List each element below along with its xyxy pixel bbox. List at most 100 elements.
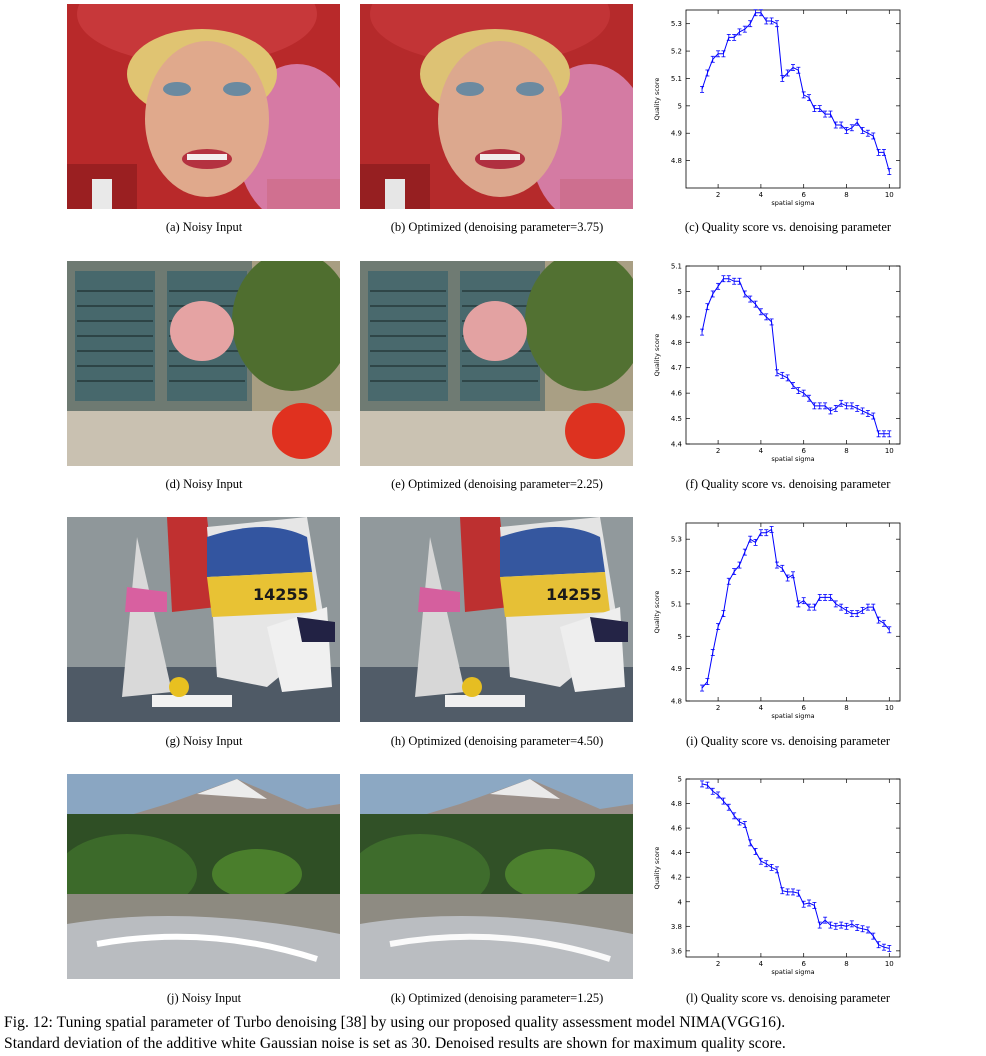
data-point [871,132,876,140]
data-point [887,945,892,952]
x-tick-label: 10 [885,960,894,968]
data-point [764,860,769,868]
data-point [753,9,758,17]
data-point [796,889,801,897]
data-point [871,412,876,420]
y-tick-label: 4.7 [671,364,682,372]
data-point [817,594,822,601]
data-point [753,300,758,308]
data-point [812,603,817,611]
data-point [881,943,886,951]
data-point [855,610,860,618]
y-tick-label: 4.8 [671,698,682,706]
series-line [701,278,890,435]
data-point [791,64,795,71]
chart-svg: 2 4 6 8 10 4.8 4.9 5 5.1 5.2 5.3 spatial sigma Quali… [653,9,901,207]
data-point [833,600,838,608]
stream-noisy-picture [67,774,340,979]
subfigure-caption: (a) Noisy Input [165,220,243,234]
data-point [839,121,844,129]
data-point [828,407,833,415]
data-point [732,568,737,575]
plot-frame [685,778,901,958]
x-tick-label: 2 [716,447,720,455]
y-tick-label: 4.9 [671,130,682,138]
x-tick-label: 8 [844,447,848,455]
data-point [849,610,854,618]
y-axis-label: Quality score [653,334,661,377]
plot-frame [685,522,901,702]
data-point [833,121,838,129]
quality-score-chart: 2 4 6 8 10 4.8 4.9 5 5.1 5.2 5.3 spatial sigma Quali… [650,517,910,723]
data-point [881,430,886,438]
sailboats-denoised-picture: 14255 [360,517,633,722]
x-tick-label: 6 [801,447,806,455]
chart-svg: 2 4 6 8 10 4.8 4.9 5 5.1 5.2 5.3 spatial sigma Quali… [653,522,901,720]
data-point [732,812,737,820]
data-point [791,888,795,896]
data-point [839,399,844,407]
data-point [823,594,828,601]
window-noisy-picture [67,261,340,466]
data-point [780,564,785,572]
plot-frame [685,9,901,189]
optimized-output-image: 14255 [360,517,633,722]
data-point [807,899,812,907]
data-point [791,382,795,389]
data-point [828,594,833,601]
y-tick-label: 5 [678,633,682,641]
y-tick-label: 5 [678,102,682,110]
quality-score-chart: 2 4 6 8 10 4.4 4.5 4.6 4.7 4.8 4.9 5 5.1 spatial sigm… [650,260,910,466]
y-tick-label: 4.4 [671,849,683,857]
data-point [833,922,838,930]
data-point [801,900,806,908]
data-point [876,616,881,624]
data-point [887,626,892,634]
x-tick-label: 4 [759,704,764,712]
y-tick-label: 4.2 [671,874,682,882]
subfigure-caption: (c) Quality score vs. denoising paramete… [684,220,892,234]
x-axis-label: spatial sigma [771,968,814,976]
data-point [887,168,892,175]
data-point [881,148,886,156]
data-point [860,925,865,933]
x-tick-label: 10 [885,704,894,712]
data-point [726,803,731,811]
figure-caption: Fig. 12: Tuning spatial parameter of Tur… [4,1012,982,1054]
x-tick-label: 6 [801,191,806,199]
y-tick-label: 5.3 [671,536,682,544]
x-tick-label: 4 [759,447,764,455]
x-axis-label: spatial sigma [771,455,814,463]
y-tick-label: 4.4 [671,441,683,449]
data-point [758,529,763,537]
portrait-denoised-picture [360,4,633,209]
y-tick-label: 4 [678,898,683,906]
data-point [844,402,849,410]
y-tick-label: 5.1 [671,263,682,271]
data-point [855,404,860,412]
data-point [860,127,865,134]
y-tick-label: 5.2 [671,48,682,56]
data-point [753,539,758,546]
stream-denoised-picture [360,774,633,979]
data-point [753,848,758,855]
data-point [844,922,849,930]
data-point [817,921,822,929]
data-point [732,277,737,285]
data-point [764,529,769,537]
data-point [780,371,785,379]
data-point [705,69,710,77]
data-point [812,902,817,909]
x-tick-label: 6 [801,960,806,968]
data-point [887,430,892,438]
y-tick-label: 5.1 [671,600,682,608]
subfigure-caption: (f) Quality score vs. denoising paramete… [685,477,891,491]
y-tick-label: 3.8 [671,923,682,931]
data-point [785,374,790,382]
y-tick-label: 5 [678,288,682,296]
data-point [700,780,705,788]
data-point [716,50,721,58]
series-line [701,12,890,172]
plot-frame [685,265,901,445]
data-point [764,17,769,25]
